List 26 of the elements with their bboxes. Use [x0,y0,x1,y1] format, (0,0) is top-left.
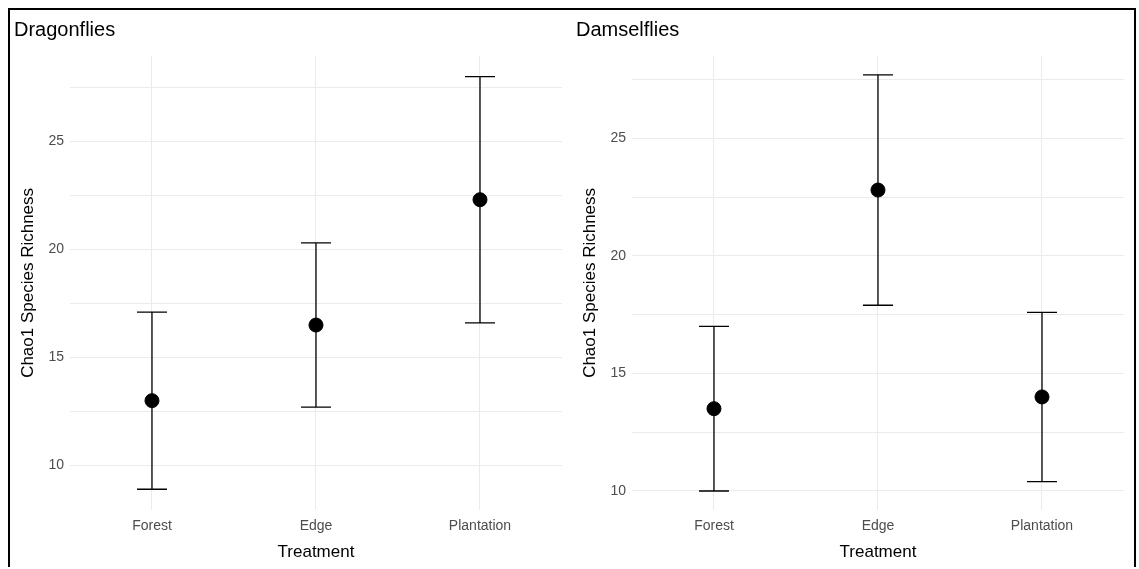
y-tick-label: 10 [48,456,65,473]
x-tick-label: Forest [132,517,172,534]
point [870,182,886,198]
point [1034,389,1050,405]
chart-title: Damselflies [576,17,680,40]
point [706,401,722,417]
x-tick-label: Edge [299,517,333,534]
point [144,393,160,409]
y-tick-label: 10 [610,481,627,498]
x-axis-title: Treatment [277,542,355,562]
x-tick-label: Edge [861,517,895,534]
chart-title: Dragonflies [14,17,116,40]
point [308,317,324,333]
point [472,192,488,208]
x-tick-label: Forest [694,517,734,534]
x-axis-title: Treatment [839,542,917,562]
y-tick-label: 15 [48,348,65,365]
x-tick-label: Plantation [448,517,512,534]
y-tick-label: 20 [610,246,627,263]
y-tick-label: 25 [48,132,65,149]
y-axis-title: Chao1 Species Richness [579,187,599,378]
y-tick-label: 20 [48,240,65,257]
x-tick-label: Plantation [1010,517,1074,534]
y-axis-title: Chao1 Species Richness [17,187,37,378]
y-tick-label: 15 [610,364,627,381]
y-tick-label: 25 [610,129,627,146]
